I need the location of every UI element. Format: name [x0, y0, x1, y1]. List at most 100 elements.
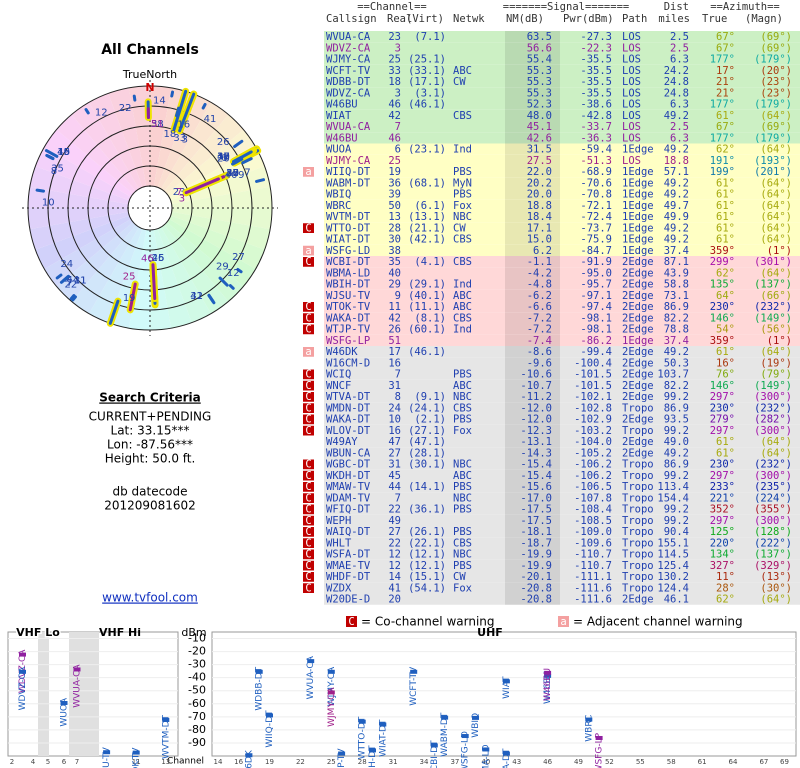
x-tick-label: 46 — [543, 758, 552, 766]
warning-box — [303, 470, 314, 481]
cell-nm: -12.0 — [520, 402, 552, 414]
cell-nm: 55.4 — [527, 54, 552, 66]
signal-bar — [255, 178, 266, 183]
cell-dist: 113.4 — [657, 481, 689, 493]
cell-path: 1Edge — [622, 222, 654, 234]
channel-label: 30 — [217, 152, 230, 163]
cell-true: 61° — [716, 177, 735, 189]
y-axis-label: dBm — [181, 626, 206, 639]
table-row — [324, 458, 800, 470]
cell-virt: (12.1) — [408, 549, 446, 561]
cell-pwr: -105.2 — [574, 447, 612, 459]
cell-path: 2Edge — [622, 267, 654, 279]
link[interactable]: www.tvfool.com — [102, 591, 198, 605]
cell-real: 14 — [388, 571, 401, 583]
cell-netwk: CBS — [453, 312, 472, 324]
table-row — [324, 233, 800, 245]
cell-virt: (68.1) — [408, 177, 446, 189]
cell-magn: (23°) — [760, 76, 792, 88]
signal-bar — [47, 155, 55, 161]
cell-true: 297° — [710, 391, 735, 403]
cell-virt: (29.1) — [408, 279, 446, 291]
cell-virt: (13.1) — [408, 211, 446, 223]
cell-callsign: WIAT-DT — [326, 234, 371, 246]
cell-nm: -20.8 — [520, 582, 552, 594]
cell-virt: (17.1) — [408, 76, 446, 88]
cell-true: 61° — [716, 211, 735, 223]
cell-callsign: WLOV-DT — [326, 425, 371, 437]
header-group: Dist — [664, 1, 689, 13]
channel-label: 23 — [173, 187, 186, 198]
compass-wedge — [108, 87, 150, 208]
cell-dist: 24.2 — [664, 65, 689, 77]
cell-nm: -7.2 — [527, 312, 552, 324]
cell-netwk: ABC — [453, 65, 472, 77]
nm-column — [505, 53, 560, 65]
nm-column — [505, 481, 560, 493]
channel-label: 40 — [225, 170, 238, 181]
nm-column — [505, 571, 560, 583]
power-bar — [379, 722, 387, 727]
table-row — [324, 109, 800, 121]
cell-nm: -6.6 — [527, 301, 552, 313]
x-tick-label: 5 — [46, 758, 50, 766]
north: N — [145, 81, 154, 94]
nm-column — [505, 177, 560, 189]
x-tick-label: 22 — [296, 758, 305, 766]
cell-magn: (64°) — [760, 189, 792, 201]
cell-true: 299° — [710, 256, 735, 268]
cell-nm: -9.6 — [527, 357, 552, 369]
warning-mark: a — [305, 245, 311, 257]
nm-column — [505, 166, 560, 178]
channel-label: 22 — [119, 103, 132, 114]
cell-pwr: -111.1 — [574, 571, 612, 583]
cell-true: 54° — [716, 324, 735, 336]
cell-dist: 37.4 — [664, 335, 689, 347]
channel-label: 18 — [163, 129, 176, 140]
cell-nm: 45.1 — [527, 121, 552, 133]
cell-nm: -17.0 — [520, 492, 552, 504]
cell-dist: 2.5 — [670, 42, 689, 54]
cell-nm: -4.2 — [527, 267, 552, 279]
station-label: WBIQ — [471, 713, 481, 738]
cell-pwr: -59.4 — [580, 144, 612, 156]
cell-path: 2Edge — [622, 290, 654, 302]
x-tick-label: 55 — [636, 758, 645, 766]
cell-callsign: WHDF-DT — [326, 571, 371, 583]
cell-path: Tropo — [622, 560, 654, 572]
power-bar — [19, 652, 26, 657]
channel-label: 51 — [151, 119, 164, 130]
cell-netwk: Fox — [453, 582, 472, 594]
warning-box — [303, 515, 314, 526]
cell-path: Tropo — [622, 526, 654, 538]
compass-wedge — [29, 208, 150, 250]
cell-dist: 49.2 — [664, 144, 689, 156]
panel-title: All Channels — [101, 42, 199, 58]
cell-netwk: PBS — [453, 369, 472, 381]
cell-callsign: WABM-DT — [326, 177, 371, 189]
cell-true: 135° — [710, 279, 735, 291]
cell-virt: (8.1) — [414, 312, 446, 324]
cell-real: 19 — [388, 166, 401, 178]
cell-netwk: NBC — [453, 211, 472, 223]
cell-pwr: -38.6 — [580, 99, 612, 111]
legend-text: = Co-channel warning — [361, 615, 495, 629]
cell-nm: 27.5 — [527, 155, 552, 167]
cell-path: Tropo — [622, 549, 654, 561]
cell-true: 220° — [710, 537, 735, 549]
compass-wedge — [150, 93, 211, 208]
power-bar — [472, 715, 479, 720]
cell-pwr: -84.7 — [580, 245, 612, 257]
nm-column — [505, 98, 560, 110]
warning-box — [303, 302, 314, 312]
cell-dist: 78.8 — [664, 324, 689, 336]
cell-nm: 55.3 — [527, 87, 552, 99]
cell-magn: (69°) — [760, 42, 792, 54]
table-row — [324, 132, 800, 144]
cell-pwr: -110.7 — [574, 560, 612, 572]
cell-nm: 63.5 — [527, 31, 552, 43]
cell-callsign: WMAW-TV — [326, 481, 371, 493]
table-row — [324, 98, 800, 110]
nm-column — [505, 289, 560, 301]
